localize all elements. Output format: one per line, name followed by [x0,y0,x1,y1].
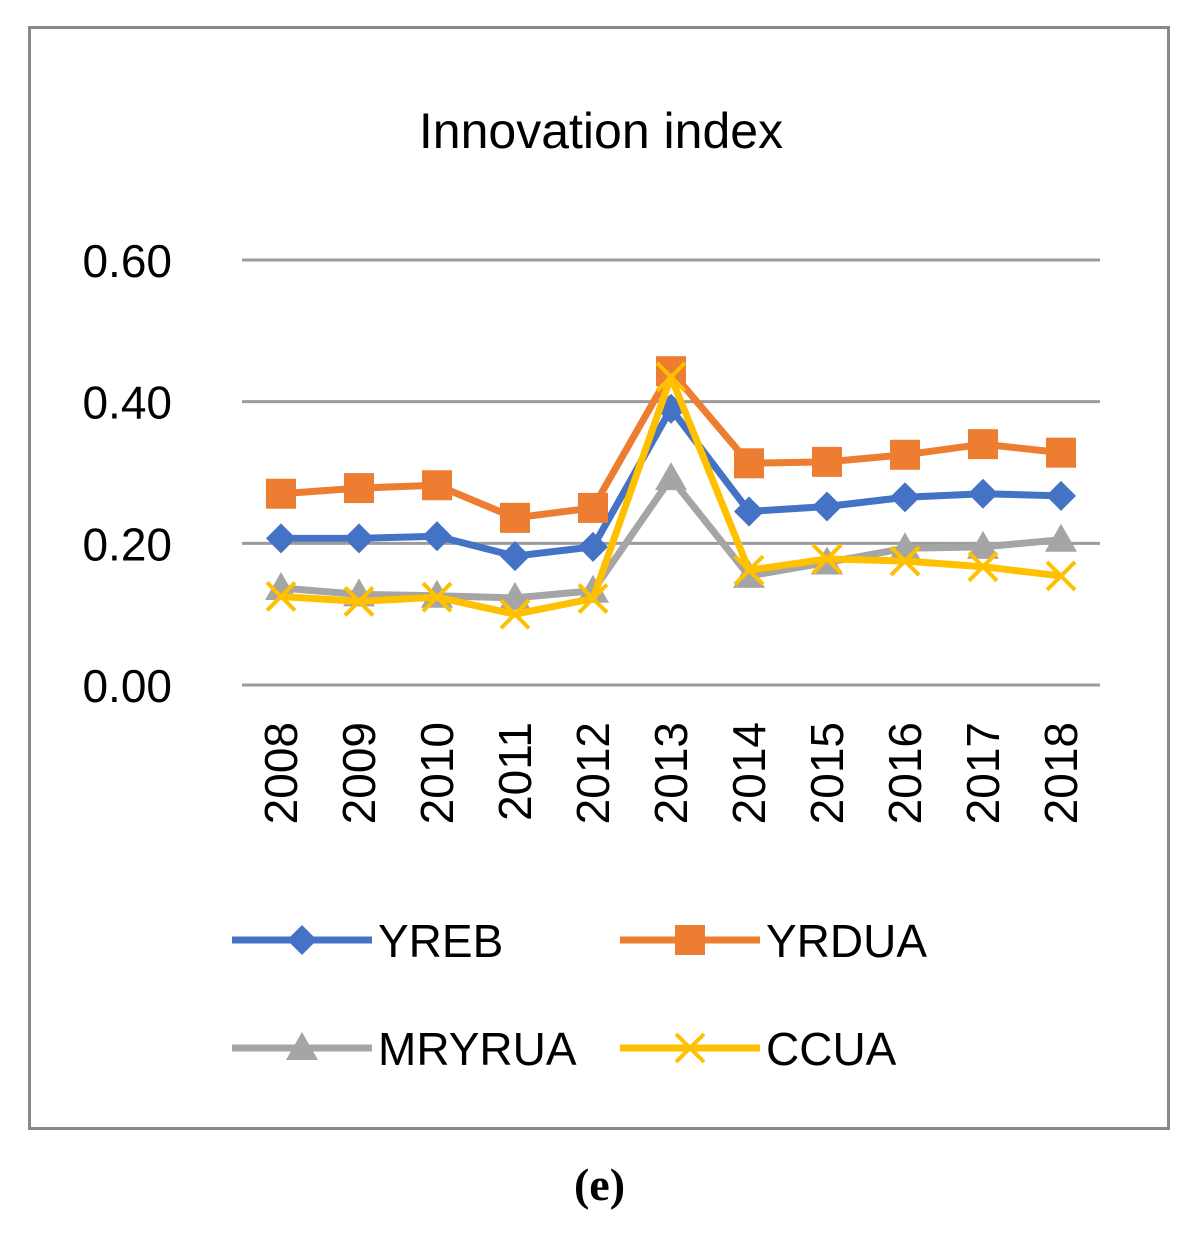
x-tick-label: 2013 [645,722,697,824]
y-tick-label: 0.40 [82,377,172,429]
data-point-ccua [733,554,765,586]
data-point-ccua [343,586,375,617]
data-point-yreb [500,541,530,572]
x-tick-label: 2017 [957,722,1009,824]
data-point-yreb [266,523,296,554]
y-tick-label: 0.60 [82,235,172,287]
data-point-mryrua [499,581,531,610]
x-tick-label: 2009 [333,722,385,824]
x-tick-label: 2008 [255,722,307,824]
data-point-ccua [577,583,609,614]
x-tick-label: 2015 [801,722,853,824]
data-point-yrdua [578,492,608,523]
data-point-ccua [967,551,999,583]
legend-label: YRDUA [766,915,927,967]
y-tick-label: 0.20 [82,518,172,570]
data-point-mryrua [265,571,297,600]
data-point-yreb [968,478,998,509]
series-yreb [266,393,1076,572]
data-point-ccua [655,361,687,393]
legend-label: CCUA [766,1023,897,1075]
legend-swatch-marker [674,1032,706,1064]
legend-label: MRYRUA [378,1023,577,1075]
data-point-ccua [889,545,921,577]
data-point-yrdua [812,446,842,477]
y-tick-label: 0.00 [82,660,172,712]
chart-title: Innovation index [419,103,783,159]
data-point-yreb [890,482,920,513]
x-tick-label: 2016 [879,722,931,824]
panel-label: (e) [573,1159,626,1210]
series-ccua [265,361,1077,630]
data-point-yrdua [1046,437,1076,468]
data-point-yrdua [500,502,530,533]
data-point-ccua [1045,560,1077,592]
legend-item-ccua: CCUA [620,1023,897,1075]
data-point-yrdua [344,473,374,504]
series-yrdua [266,356,1076,533]
data-point-yreb [734,496,764,527]
legend-item-mryrua: MRYRUA [232,1023,577,1075]
chart-frame [28,26,1170,1130]
data-point-yreb [1046,480,1076,511]
x-tick-label: 2014 [723,722,775,824]
data-point-mryrua [1045,523,1077,552]
data-point-mryrua [655,462,687,491]
data-point-ccua [421,581,453,613]
legend-swatch-marker [286,1032,318,1060]
legend-label: YREB [378,915,503,967]
x-tick-label: 2010 [411,722,463,824]
data-point-yreb [812,491,842,522]
data-point-yrdua [734,448,764,479]
legend-swatch-marker [287,925,317,955]
data-point-yreb [422,521,452,552]
data-point-ccua [811,543,843,575]
legend-item-yreb: YREB [232,915,503,967]
legend-swatch-marker [675,925,705,955]
data-point-ccua [265,581,297,612]
data-point-mryrua [967,530,999,559]
data-point-yreb [578,531,608,562]
data-point-yreb [344,523,374,554]
data-point-yrdua [422,470,452,501]
data-point-yrdua [266,478,296,509]
data-point-yrdua [890,439,920,470]
legend-item-yrdua: YRDUA [620,915,927,967]
x-tick-label: 2012 [567,722,619,824]
x-tick-label: 2011 [489,722,541,821]
x-tick-label: 2018 [1035,722,1087,824]
data-point-ccua [499,598,531,630]
data-point-yrdua [968,429,998,460]
